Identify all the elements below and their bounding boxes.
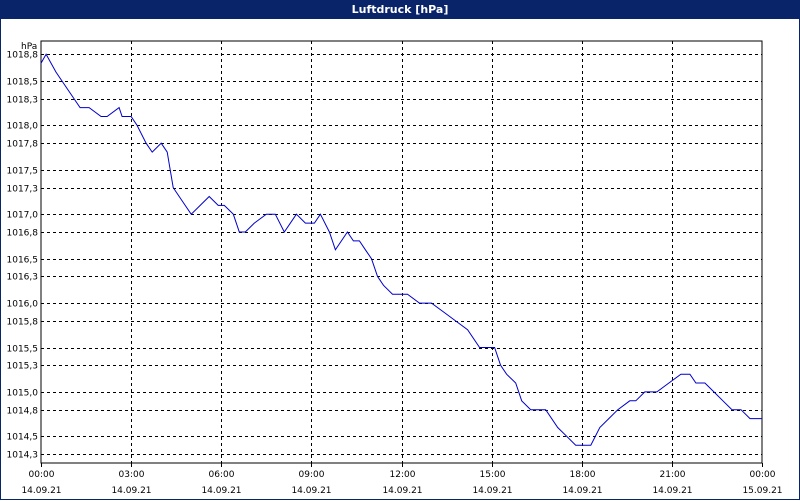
y-tick-label: 1016,0: [7, 300, 39, 310]
x-tick-date-label: 14.09.21: [111, 486, 151, 496]
y-tick-label: 1018,8: [7, 51, 39, 61]
y-tick-label: 1014,5: [7, 433, 39, 443]
y-tick-label: 1016,3: [7, 273, 39, 283]
y-tick-label: 1015,5: [7, 345, 39, 355]
x-tick-date-label: 14.09.21: [562, 486, 602, 496]
x-tick-time-label: 06:00: [209, 470, 235, 480]
y-tick-label: 1017,3: [7, 185, 39, 195]
x-tick-time-label: 18:00: [570, 470, 596, 480]
y-tick-label: 1018,0: [7, 122, 39, 132]
y-tick-label: 1015,8: [7, 318, 39, 328]
x-tick-time-label: 15:00: [480, 470, 506, 480]
x-tick-time-label: 03:00: [119, 470, 145, 480]
x-tick-date-label: 14.09.21: [201, 486, 241, 496]
x-tick-date-label: 14.09.21: [21, 486, 61, 496]
y-tick-label: 1017,8: [7, 140, 39, 150]
x-tick-date-label: 14.09.21: [472, 486, 512, 496]
y-tick-label: 1018,5: [7, 78, 39, 88]
tick-labels: 1014,3 1014,5 1014,8 1015,0 1015,3 1015,5 1015…: [7, 51, 783, 497]
series-line-luftdruck: [40, 53, 762, 446]
y-tick-label: 1014,3: [7, 451, 39, 461]
x-tick-time-label: 21:00: [660, 470, 686, 480]
x-tick-date-label: 14.09.21: [291, 486, 331, 496]
y-tick-label: 1016,8: [7, 229, 39, 239]
x-tick-time-label: 00:00: [29, 470, 55, 480]
y-tick-label: 1015,3: [7, 362, 39, 372]
y-axis-unit-label: hPa: [21, 42, 37, 52]
y-tick-label: 1017,0: [7, 211, 39, 221]
plot-area: [40, 40, 763, 464]
x-tick-date-label: 14.09.21: [652, 486, 692, 496]
chart-title: Luftdruck [hPa]: [1, 1, 799, 19]
x-tick-time-label: 12:00: [390, 470, 416, 480]
x-tick-time-label: 00:00: [750, 470, 776, 480]
y-tick-label: 1017,5: [7, 167, 39, 177]
y-tick-label: 1016,5: [7, 256, 39, 266]
x-tick-time-label: 09:00: [299, 470, 325, 480]
x-tick-date-label: 15.09.21: [742, 486, 782, 496]
y-tick-label: 1018,3: [7, 96, 39, 106]
x-tick-date-label: 14.09.21: [382, 486, 422, 496]
y-tick-label: 1014,8: [7, 407, 39, 417]
y-tick-label: 1015,0: [7, 389, 39, 399]
